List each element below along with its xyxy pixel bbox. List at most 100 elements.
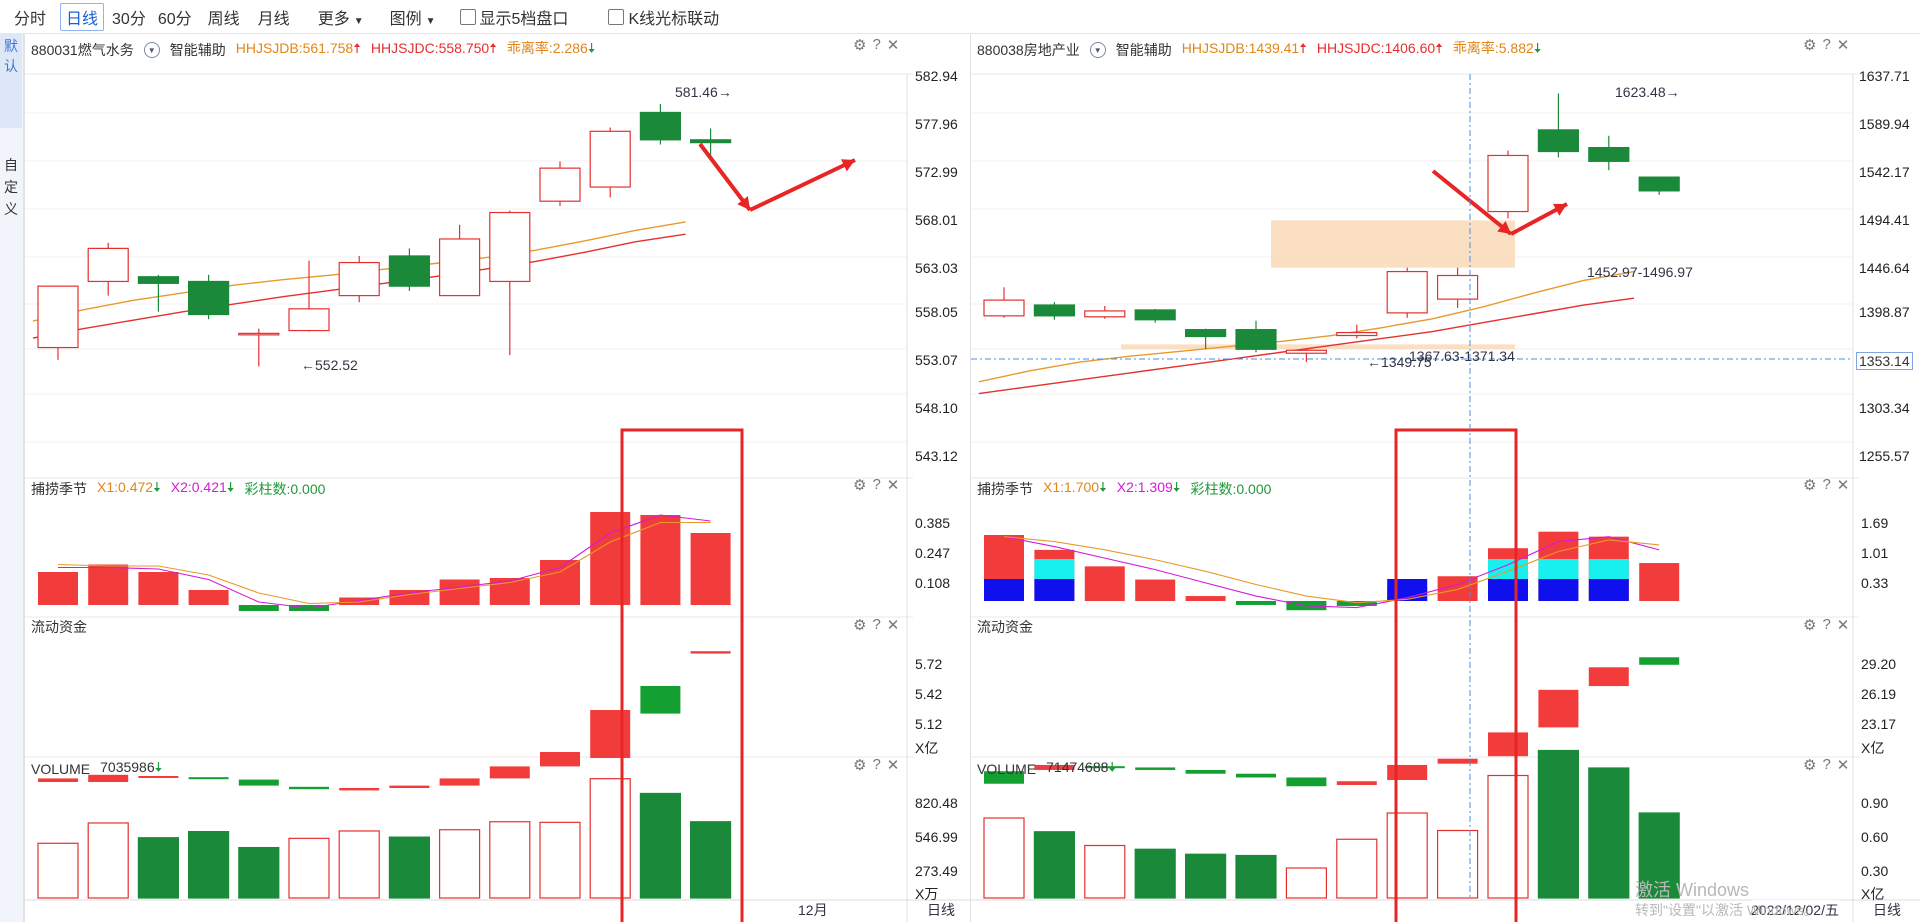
- help-icon[interactable]: ?: [872, 36, 881, 53]
- tab-minute[interactable]: 分时: [14, 10, 47, 28]
- volume-bar: [1134, 848, 1176, 899]
- settings-icon[interactable]: ⚙: [1803, 757, 1817, 774]
- settings-icon[interactable]: ⚙: [853, 757, 867, 774]
- volume-bar: [1033, 831, 1076, 899]
- help-icon[interactable]: ?: [872, 476, 881, 493]
- assist-label[interactable]: 智能辅助: [169, 42, 226, 58]
- tab-weekly[interactable]: 周线: [207, 10, 240, 28]
- volume-bar: [1638, 812, 1680, 899]
- arrow-down-icon: 🠇: [226, 479, 235, 495]
- volume-tick: 273.49: [915, 863, 958, 879]
- indicator1-header: 捕捞季节 X1:0.472🠇 X2:0.421🠇 彩柱数:0.000: [31, 477, 325, 501]
- tab-monthly[interactable]: 月线: [257, 10, 290, 28]
- help-icon[interactable]: ?: [1822, 476, 1831, 493]
- indicator1-bar-blue: [1538, 579, 1579, 601]
- indicator1-bar: [690, 533, 731, 605]
- price-tick: 568.01: [915, 212, 958, 228]
- volume-value: 71474688: [1046, 759, 1109, 775]
- indicator2-tick: 5.42: [915, 686, 943, 702]
- indicator1-bar: [389, 590, 430, 605]
- close-icon[interactable]: ✕: [886, 477, 900, 494]
- tab-30min[interactable]: 30分: [112, 10, 146, 28]
- settings-icon[interactable]: ⚙: [853, 617, 867, 634]
- candle-body: [37, 285, 79, 349]
- period-label: 日线: [927, 902, 955, 918]
- close-icon[interactable]: ✕: [886, 617, 900, 634]
- arrow-up-icon: 🠅: [1435, 40, 1443, 56]
- indicator2-bar: [1084, 766, 1125, 769]
- volume-tick: 0.60: [1861, 829, 1889, 845]
- annotation-arrowhead: [1553, 203, 1567, 216]
- chevron-down-icon[interactable]: ▼: [1089, 42, 1106, 58]
- price-tick: 553.07: [915, 352, 958, 368]
- kline-cursor-link-label: K线光标联动: [628, 10, 720, 28]
- volume-header: VOLUME 7035986🠇: [31, 757, 162, 781]
- candle-body: [1134, 309, 1176, 321]
- candle-body: [589, 130, 631, 188]
- tab-daily[interactable]: 日线: [60, 2, 105, 31]
- indicator2-bar: [1034, 764, 1075, 770]
- volume-tick: 0.90: [1861, 795, 1889, 811]
- help-icon[interactable]: ?: [872, 616, 881, 633]
- help-icon[interactable]: ?: [1822, 36, 1831, 53]
- tab-60min[interactable]: 60分: [157, 10, 192, 28]
- indicator1-name: 捕捞季节: [31, 481, 87, 497]
- sidebar-tab-custom[interactable]: 自定义: [0, 128, 22, 224]
- indicator1-bar: [1437, 576, 1478, 601]
- chart-panel-right[interactable]: 880038房地产业 ▼ 智能辅助 HHJSJDB:1439.41🠅 HHJSJ…: [970, 34, 1920, 922]
- candle-body: [238, 332, 280, 336]
- checkbox-icon[interactable]: [608, 8, 625, 25]
- sidebar-tabs: 默认 自定义: [0, 34, 24, 922]
- price-tick: 558.05: [915, 304, 958, 320]
- volume-unit: X万: [915, 886, 939, 902]
- settings-icon[interactable]: ⚙: [1803, 617, 1817, 634]
- help-icon[interactable]: ?: [872, 756, 881, 773]
- indicator1-bar: [238, 605, 279, 611]
- price-tick: 572.99: [915, 164, 958, 180]
- kline-cursor-link-toggle[interactable]: K线光标联动: [608, 5, 719, 29]
- settings-icon[interactable]: ⚙: [853, 37, 867, 54]
- candle-body: [1336, 331, 1378, 337]
- indicator1-bar: [339, 597, 380, 605]
- assist-label[interactable]: 智能辅助: [1115, 42, 1172, 58]
- candle-body: [439, 238, 481, 297]
- chart-panel-left[interactable]: 880031燃气水务 ▼ 智能辅助 HHJSJDB:561.758🠅 HHJSJ…: [24, 34, 971, 922]
- help-icon[interactable]: ?: [1822, 756, 1831, 773]
- help-icon[interactable]: ?: [1822, 616, 1831, 633]
- indicator1-bar-blue: [1034, 579, 1075, 601]
- volume-bar: [983, 817, 1025, 899]
- settings-icon[interactable]: ⚙: [1803, 37, 1817, 54]
- indicator1-x2: X2:0.421: [170, 479, 227, 495]
- close-icon[interactable]: ✕: [886, 757, 900, 774]
- settings-icon[interactable]: ⚙: [1803, 477, 1817, 494]
- more-dropdown[interactable]: 更多 ▼: [316, 3, 366, 31]
- sidebar-tab-default[interactable]: 默认: [0, 34, 22, 128]
- indicator2-controls: ⚙? ✕: [853, 616, 899, 634]
- close-icon[interactable]: ✕: [886, 37, 900, 54]
- chart-controls: ⚙? ✕: [853, 36, 899, 54]
- candle-body: [388, 255, 430, 287]
- price-tick: 1255.57: [1859, 448, 1910, 464]
- show-5-levels-label: 显示5档盘口: [479, 10, 569, 28]
- show-5-levels-toggle[interactable]: 显示5档盘口: [459, 5, 569, 29]
- high-price-label: 581.46→: [675, 84, 732, 100]
- caret-down-icon: ▼: [353, 15, 364, 27]
- volume-name: VOLUME: [977, 761, 1037, 777]
- candle-body: [539, 167, 581, 202]
- close-icon[interactable]: ✕: [1836, 477, 1850, 494]
- settings-icon[interactable]: ⚙: [853, 477, 867, 494]
- arrow-down-icon: 🠇: [1172, 479, 1181, 495]
- close-icon[interactable]: ✕: [1836, 37, 1850, 54]
- close-icon[interactable]: ✕: [1836, 757, 1850, 774]
- close-icon[interactable]: ✕: [1836, 617, 1850, 634]
- indicator2-bar: [389, 785, 430, 788]
- chevron-down-icon[interactable]: ▼: [143, 42, 160, 58]
- legend-dropdown[interactable]: 图例 ▼: [388, 3, 438, 31]
- indicator1-bar-cyan: [1588, 559, 1629, 579]
- annotation-arrow: [698, 142, 752, 212]
- price-tick: 1398.87: [1859, 304, 1910, 320]
- indicator1-header: 捕捞季节 X1:1.700🠇 X2:1.309🠇 彩柱数:0.000: [977, 477, 1271, 501]
- checkbox-icon[interactable]: [459, 8, 476, 25]
- security-name: 880031燃气水务: [31, 42, 134, 58]
- volume-bar: [1487, 774, 1529, 899]
